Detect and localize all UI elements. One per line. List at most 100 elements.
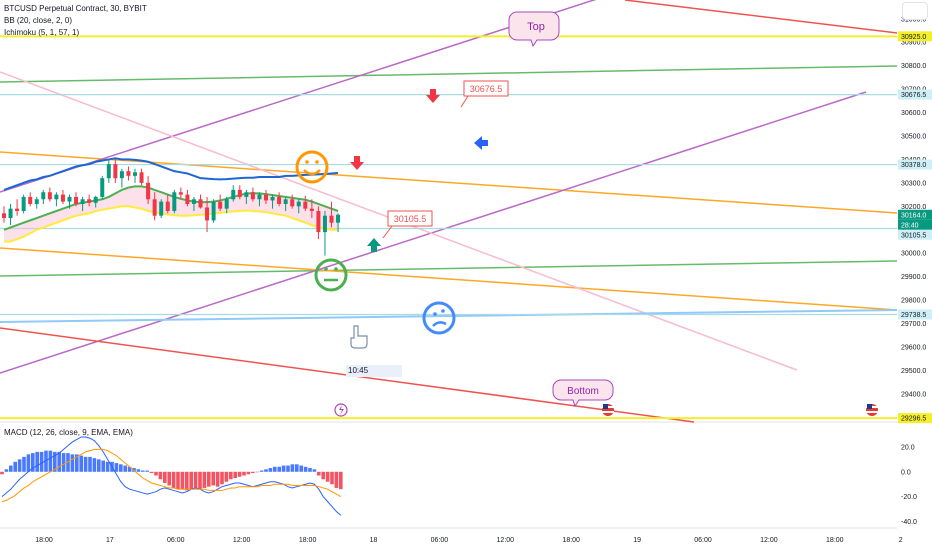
candle[interactable] <box>165 194 170 214</box>
us-flag-event-icon[interactable] <box>866 404 878 416</box>
candle[interactable] <box>2 206 6 223</box>
candle[interactable] <box>296 199 301 214</box>
candle[interactable] <box>191 196 196 211</box>
candle[interactable] <box>93 195 98 208</box>
candle[interactable] <box>264 189 268 204</box>
macd-histogram-bar <box>127 466 132 472</box>
macd-histogram-bar <box>101 460 105 472</box>
candle[interactable] <box>244 189 249 204</box>
candle[interactable] <box>290 194 295 209</box>
candle[interactable] <box>74 192 79 207</box>
candle[interactable] <box>80 196 85 211</box>
candle[interactable] <box>54 192 59 207</box>
arrow-down-icon[interactable] <box>426 89 440 103</box>
candle[interactable] <box>329 201 334 228</box>
macd-histogram-bar <box>339 471 343 490</box>
candle[interactable] <box>277 192 282 207</box>
candle[interactable] <box>139 168 144 186</box>
candle[interactable] <box>185 189 190 207</box>
green-trendline-upper[interactable] <box>0 65 898 83</box>
us-flag-event-icon[interactable] <box>602 404 614 416</box>
candle[interactable] <box>198 194 203 209</box>
candle[interactable] <box>28 192 33 207</box>
candle-body <box>205 207 210 221</box>
candle[interactable] <box>303 195 308 211</box>
candle[interactable] <box>126 166 131 181</box>
candle[interactable] <box>8 203 13 226</box>
purple-channel-lower[interactable] <box>0 91 867 374</box>
candle[interactable] <box>100 175 105 200</box>
candle-body <box>15 208 20 211</box>
candle[interactable] <box>159 199 164 219</box>
candle[interactable] <box>316 206 321 240</box>
orange-trendline-lower[interactable] <box>0 247 898 311</box>
candle[interactable] <box>146 175 151 204</box>
candle-body <box>106 164 111 179</box>
candle[interactable] <box>178 187 183 200</box>
candle[interactable] <box>21 194 26 214</box>
symbol-legend[interactable]: BTCUSD Perpetual Contract, 30, BYBIT <box>4 4 147 13</box>
bollinger-upper-line[interactable] <box>3 157 339 191</box>
time-axis[interactable]: 18:00 17 06:00 12:00 18:00 18 06:00 12:00 18:00 1… <box>35 537 903 544</box>
ichimoku-base-line[interactable] <box>3 185 339 231</box>
price-badge-label: 30925.0 <box>901 34 926 41</box>
bottom-callout[interactable]: Bottom <box>552 379 614 408</box>
bollinger-legend[interactable]: BB (20, close, 2, 0) <box>4 16 73 25</box>
macd-histogram-bar <box>53 451 57 472</box>
red-trendline-upper[interactable] <box>624 0 898 34</box>
candle[interactable] <box>15 199 20 216</box>
candle[interactable] <box>257 192 262 207</box>
happy-face-icon[interactable] <box>295 150 329 184</box>
candle[interactable] <box>119 168 124 188</box>
candle[interactable] <box>34 196 39 209</box>
candle[interactable] <box>218 194 223 211</box>
price-callout-30676[interactable]: 30676.5 <box>460 80 509 108</box>
chart-control-box[interactable] <box>902 2 928 20</box>
candle[interactable] <box>309 199 314 219</box>
arrow-up-icon[interactable] <box>367 238 381 252</box>
macd-histogram-bar <box>145 470 149 472</box>
lightning-event-icon[interactable] <box>334 403 348 417</box>
arrow-down-icon[interactable] <box>350 156 364 170</box>
candle[interactable] <box>47 187 52 202</box>
bollinger-lower-line[interactable] <box>4 205 339 243</box>
top-callout[interactable]: Top <box>508 11 560 48</box>
candle[interactable] <box>237 185 242 200</box>
candle[interactable] <box>87 194 92 207</box>
macd-histogram-bar <box>119 464 123 472</box>
price-callout-30105[interactable]: 30105.5 <box>382 210 433 239</box>
candle[interactable] <box>211 199 216 223</box>
candle[interactable] <box>336 213 341 233</box>
macd-histogram-bar <box>185 471 189 491</box>
candle[interactable] <box>270 194 275 209</box>
macd-histogram-bar <box>163 471 167 483</box>
candle[interactable] <box>152 192 157 221</box>
sad-face-icon[interactable] <box>422 301 456 335</box>
drawing-layer[interactable] <box>0 0 898 423</box>
macd-histogram-bar <box>202 471 207 488</box>
horizontal-levels[interactable] <box>0 35 897 420</box>
ichimoku-legend[interactable]: Ichimoku (5, 1, 57, 1) <box>4 28 80 37</box>
candle[interactable] <box>250 187 255 202</box>
candle[interactable] <box>224 196 229 214</box>
macd-legend[interactable]: MACD (12, 26, close, 9, EMA, EMA) <box>4 428 133 437</box>
candle[interactable] <box>322 211 327 256</box>
macd-histogram-bar <box>325 471 330 482</box>
candle[interactable] <box>106 159 111 183</box>
candle[interactable] <box>41 189 46 204</box>
candles-layer[interactable] <box>2 159 341 256</box>
candle[interactable] <box>205 196 210 233</box>
neutral-face-icon[interactable] <box>314 258 348 292</box>
candle[interactable] <box>231 185 236 202</box>
blue-trendline[interactable] <box>0 309 898 323</box>
green-trendline-lower[interactable] <box>0 260 898 277</box>
candle[interactable] <box>67 194 72 209</box>
macd-histogram-bar <box>114 463 119 472</box>
arrow-left-icon[interactable] <box>474 136 488 150</box>
candle[interactable] <box>172 189 177 214</box>
candle[interactable] <box>60 189 65 204</box>
candle[interactable] <box>283 196 288 211</box>
candle[interactable] <box>113 159 118 183</box>
candle[interactable] <box>133 168 137 183</box>
